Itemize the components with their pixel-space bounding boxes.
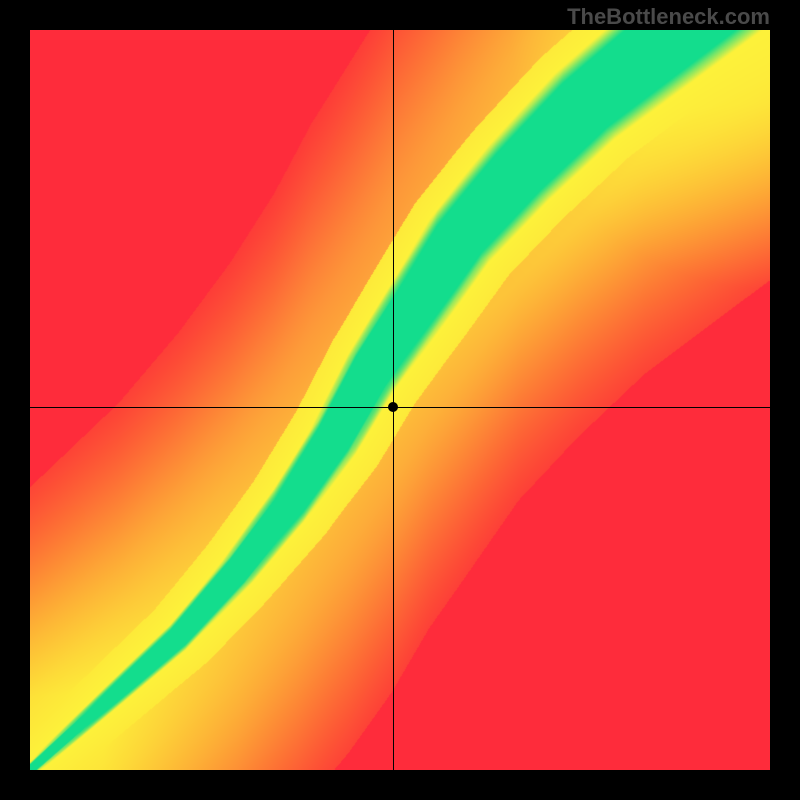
crosshair-dot [388,402,398,412]
crosshair-horizontal [30,407,770,408]
chart-container: TheBottleneck.com [0,0,800,800]
crosshair-vertical [393,30,394,770]
watermark-text: TheBottleneck.com [567,4,770,30]
bottleneck-heatmap [30,30,770,770]
